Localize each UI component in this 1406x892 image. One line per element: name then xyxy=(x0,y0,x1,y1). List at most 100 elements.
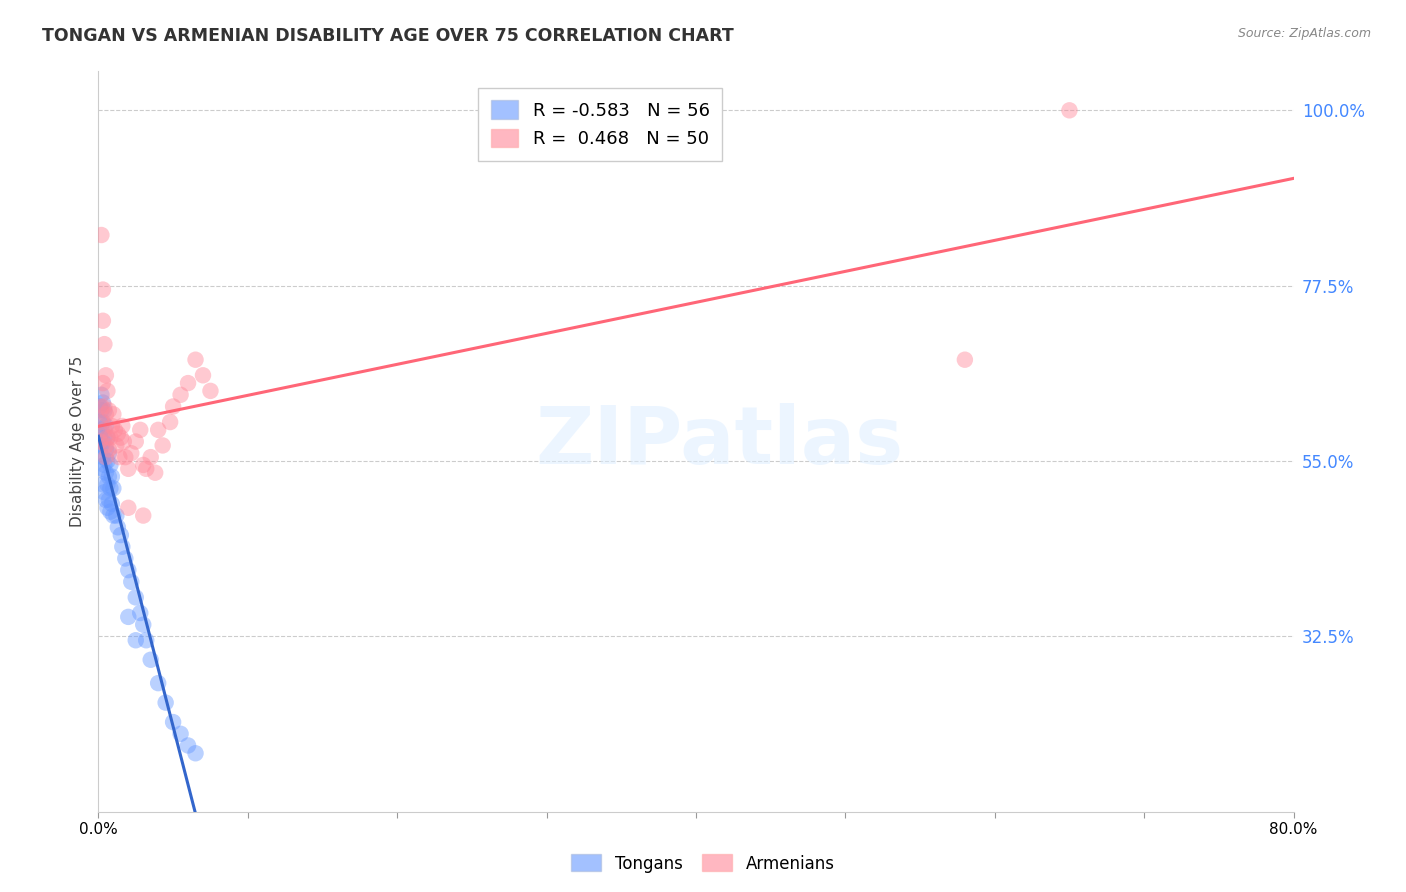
Point xyxy=(91,450,114,464)
Point xyxy=(93,485,115,500)
Point xyxy=(90,423,112,437)
Point xyxy=(93,403,115,417)
Point xyxy=(139,450,162,464)
Point xyxy=(110,528,132,542)
Point xyxy=(90,400,112,414)
Point xyxy=(98,505,122,519)
Point xyxy=(125,633,148,648)
Point xyxy=(94,419,117,434)
Point xyxy=(152,438,174,452)
Point xyxy=(162,715,184,730)
Point xyxy=(159,415,181,429)
Y-axis label: Disability Age Over 75: Disability Age Over 75 xyxy=(69,356,84,527)
Point xyxy=(98,431,122,445)
Point xyxy=(155,696,177,710)
Point xyxy=(101,497,124,511)
Point xyxy=(184,746,207,760)
Point xyxy=(93,423,115,437)
Legend: Tongans, Armenians: Tongans, Armenians xyxy=(565,847,841,880)
Point xyxy=(96,500,118,515)
Point xyxy=(177,376,200,390)
Point xyxy=(89,434,111,449)
Point xyxy=(129,423,152,437)
Point xyxy=(90,438,112,452)
Point xyxy=(91,462,114,476)
Point xyxy=(104,423,127,437)
Point xyxy=(93,400,115,414)
Point xyxy=(120,574,142,589)
Point xyxy=(200,384,222,398)
Point xyxy=(169,388,191,402)
Point xyxy=(107,520,129,534)
Point xyxy=(89,431,111,445)
Point xyxy=(125,434,148,449)
Point xyxy=(94,368,117,383)
Point xyxy=(98,458,122,472)
Point xyxy=(97,446,120,460)
Point xyxy=(97,442,120,457)
Point xyxy=(91,376,114,390)
Point xyxy=(191,368,214,383)
Point xyxy=(105,438,128,452)
Point xyxy=(112,434,135,449)
Point xyxy=(97,403,120,417)
Point xyxy=(94,466,117,480)
Point xyxy=(90,415,112,429)
Point xyxy=(96,384,118,398)
Point xyxy=(89,415,111,429)
Point xyxy=(117,610,139,624)
Point xyxy=(184,352,207,367)
Point xyxy=(110,431,132,445)
Point xyxy=(96,431,118,445)
Point xyxy=(94,407,117,421)
Point xyxy=(94,493,117,508)
Point xyxy=(91,283,114,297)
Point xyxy=(103,481,125,495)
Point xyxy=(117,563,139,577)
Point xyxy=(91,395,114,409)
Point xyxy=(91,477,114,491)
Point xyxy=(105,508,128,523)
Point xyxy=(93,337,115,351)
Point xyxy=(90,227,112,242)
Point xyxy=(129,606,152,620)
Point xyxy=(135,633,157,648)
Point xyxy=(132,508,155,523)
Point xyxy=(91,314,114,328)
Point xyxy=(125,591,148,605)
Point xyxy=(96,454,118,468)
Point xyxy=(148,423,170,437)
Point xyxy=(93,431,115,445)
Point xyxy=(139,653,162,667)
Text: ZIPatlas: ZIPatlas xyxy=(536,402,904,481)
Point xyxy=(93,458,115,472)
Point xyxy=(89,446,111,460)
Point xyxy=(114,450,136,464)
Point xyxy=(91,434,114,449)
Point xyxy=(101,419,124,434)
Point xyxy=(1059,103,1081,118)
Point xyxy=(108,450,131,464)
Point xyxy=(98,481,122,495)
Point xyxy=(120,446,142,460)
Point xyxy=(117,500,139,515)
Point xyxy=(94,442,117,457)
Point xyxy=(177,739,200,753)
Text: TONGAN VS ARMENIAN DISABILITY AGE OVER 75 CORRELATION CHART: TONGAN VS ARMENIAN DISABILITY AGE OVER 7… xyxy=(42,27,734,45)
Point xyxy=(94,438,117,452)
Point xyxy=(111,540,134,554)
Point xyxy=(135,462,157,476)
Point xyxy=(162,400,184,414)
Legend: R = -0.583   N = 56, R =  0.468   N = 50: R = -0.583 N = 56, R = 0.468 N = 50 xyxy=(478,87,723,161)
Point xyxy=(132,617,155,632)
Point xyxy=(143,466,166,480)
Point xyxy=(107,426,129,441)
Point xyxy=(97,469,120,483)
Point xyxy=(94,450,117,464)
Point xyxy=(169,727,191,741)
Point xyxy=(97,493,120,508)
Point xyxy=(101,469,124,483)
Point xyxy=(89,400,111,414)
Point xyxy=(132,458,155,472)
Point xyxy=(96,477,118,491)
